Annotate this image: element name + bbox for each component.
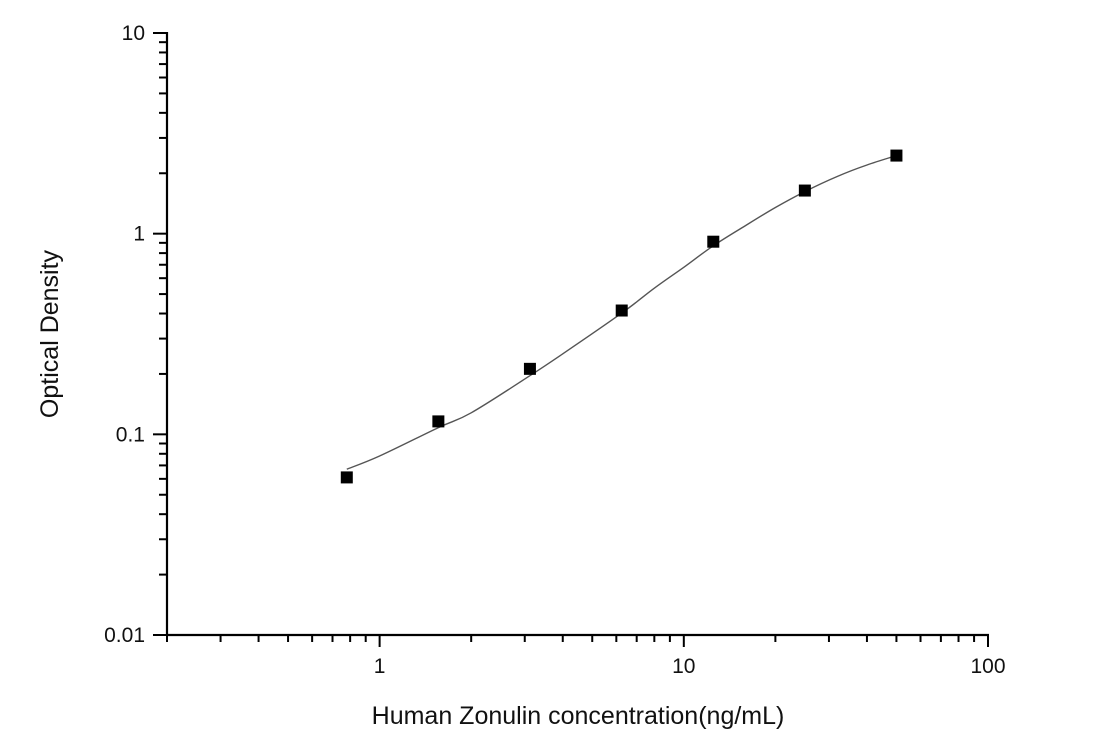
y-axis-ticks: 0.01 0.1 1 10 — [104, 22, 167, 647]
data-point-square-marker — [890, 150, 902, 162]
data-point-square-marker — [341, 471, 353, 483]
data-point-square-marker — [799, 185, 811, 197]
data-point-square-marker — [616, 305, 628, 317]
y-axis-title: Optical Density — [36, 249, 64, 418]
x-tick-label: 100 — [970, 655, 1005, 678]
y-tick-label: 10 — [122, 22, 145, 45]
x-tick-label: 10 — [672, 655, 695, 678]
y-tick-label: 0.1 — [116, 423, 145, 446]
y-tick-label: 0.01 — [104, 624, 145, 647]
x-axis-ticks: 1 10 100 — [167, 635, 1006, 678]
chart-container: 1 10 100 0.01 0.1 1 10 Human Zonulin concentr… — [0, 0, 1104, 742]
data-point-square-marker — [707, 236, 719, 248]
data-point-square-marker — [432, 415, 444, 427]
x-axis-title: Human Zonulin concentration(ng/mL) — [372, 702, 785, 730]
data-point-square-marker — [524, 363, 536, 375]
axes: 1 10 100 0.01 0.1 1 10 — [104, 22, 1005, 678]
x-tick-label: 1 — [374, 655, 386, 678]
standard-curve-chart: 1 10 100 0.01 0.1 1 10 Human Zonulin concentr… — [0, 0, 1104, 742]
y-tick-label: 1 — [133, 223, 145, 246]
